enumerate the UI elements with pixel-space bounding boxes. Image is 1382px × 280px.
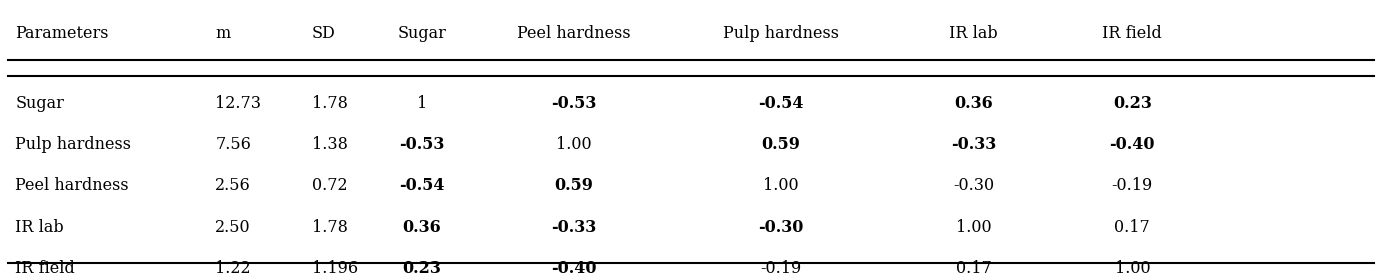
Text: IR lab: IR lab — [15, 219, 64, 236]
Text: 1.196: 1.196 — [312, 260, 358, 277]
Text: -0.33: -0.33 — [951, 136, 996, 153]
Text: -0.53: -0.53 — [399, 136, 445, 153]
Text: -0.40: -0.40 — [1110, 136, 1155, 153]
Text: Sugar: Sugar — [398, 25, 446, 42]
Text: 7.56: 7.56 — [216, 136, 252, 153]
Text: 0.59: 0.59 — [761, 136, 800, 153]
Text: 2.56: 2.56 — [216, 178, 252, 194]
Text: -0.30: -0.30 — [757, 219, 803, 236]
Text: Peel hardness: Peel hardness — [15, 178, 129, 194]
Text: -0.19: -0.19 — [1111, 178, 1153, 194]
Text: 1.78: 1.78 — [312, 95, 348, 112]
Text: -0.53: -0.53 — [551, 95, 597, 112]
Text: Pulp hardness: Pulp hardness — [723, 25, 839, 42]
Text: -0.19: -0.19 — [760, 260, 802, 277]
Text: -0.40: -0.40 — [551, 260, 597, 277]
Text: 0.36: 0.36 — [402, 219, 441, 236]
Text: Pulp hardness: Pulp hardness — [15, 136, 131, 153]
Text: IR field: IR field — [1103, 25, 1162, 42]
Text: 0.23: 0.23 — [1113, 95, 1151, 112]
Text: 1.78: 1.78 — [312, 219, 348, 236]
Text: 0.72: 0.72 — [312, 178, 347, 194]
Text: IR lab: IR lab — [949, 25, 998, 42]
Text: Parameters: Parameters — [15, 25, 109, 42]
Text: 12.73: 12.73 — [216, 95, 261, 112]
Text: 1.00: 1.00 — [1114, 260, 1150, 277]
Text: IR field: IR field — [15, 260, 75, 277]
Text: Sugar: Sugar — [15, 95, 64, 112]
Text: -0.30: -0.30 — [954, 178, 994, 194]
Text: 0.23: 0.23 — [402, 260, 441, 277]
Text: m: m — [216, 25, 231, 42]
Text: -0.54: -0.54 — [399, 178, 445, 194]
Text: 0.59: 0.59 — [554, 178, 593, 194]
Text: 0.17: 0.17 — [956, 260, 992, 277]
Text: 2.50: 2.50 — [216, 219, 250, 236]
Text: 1.22: 1.22 — [216, 260, 250, 277]
Text: -0.54: -0.54 — [757, 95, 803, 112]
Text: Peel hardness: Peel hardness — [517, 25, 630, 42]
Text: 1: 1 — [417, 95, 427, 112]
Text: 1.00: 1.00 — [556, 136, 591, 153]
Text: 0.36: 0.36 — [955, 95, 994, 112]
Text: -0.33: -0.33 — [551, 219, 597, 236]
Text: 1.00: 1.00 — [956, 219, 991, 236]
Text: 0.17: 0.17 — [1114, 219, 1150, 236]
Text: SD: SD — [312, 25, 336, 42]
Text: 1.00: 1.00 — [763, 178, 799, 194]
Text: 1.38: 1.38 — [312, 136, 348, 153]
